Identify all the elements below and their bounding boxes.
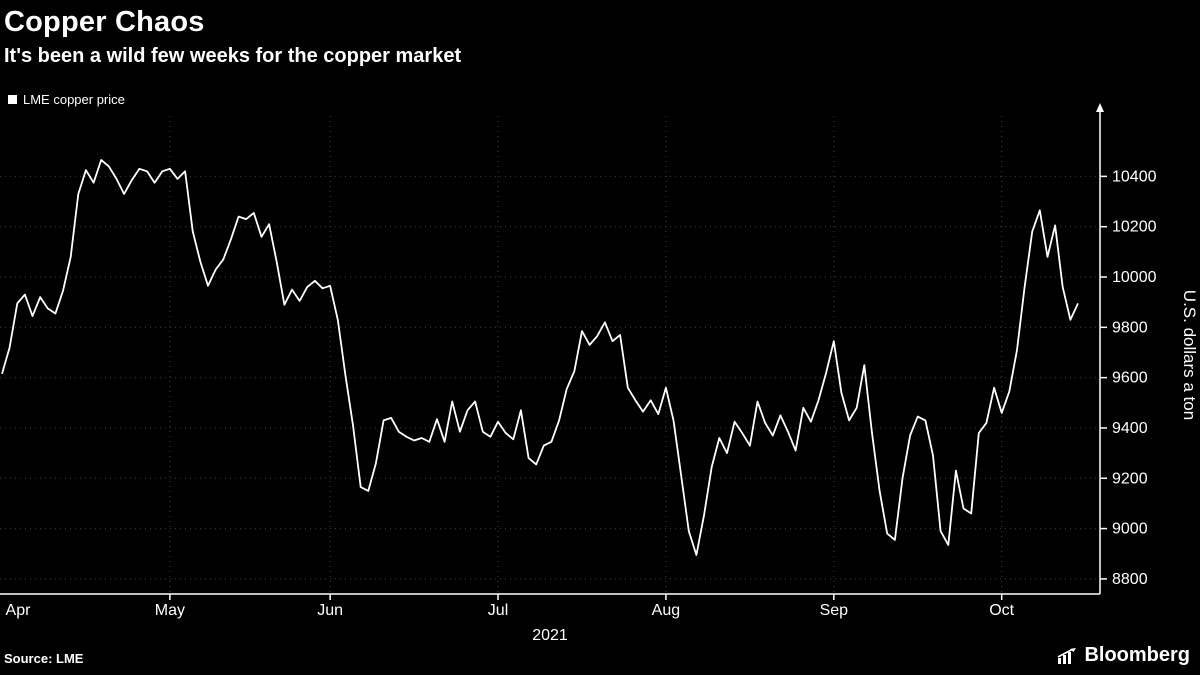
y-tick-label: 9200 <box>1112 470 1148 487</box>
y-tick-label: 10200 <box>1112 219 1157 236</box>
bloomberg-logo: Bloomberg <box>1057 644 1190 667</box>
source-label: Source: LME <box>4 651 84 666</box>
x-axis-year-label: 2021 <box>532 627 568 644</box>
x-tick-label: Apr <box>6 602 32 619</box>
chart-subtitle: It's been a wild few weeks for the coppe… <box>4 45 462 67</box>
y-tick-label: 9400 <box>1112 420 1148 437</box>
x-tick-label: Sep <box>820 602 849 619</box>
x-tick-label: Oct <box>989 602 1014 619</box>
x-tick-label: Aug <box>652 602 680 619</box>
gridlines <box>0 116 1100 594</box>
y-tick-label: 10400 <box>1112 168 1157 185</box>
legend: LME copper price <box>8 92 125 107</box>
bloomberg-wordmark: Bloomberg <box>1084 644 1190 666</box>
chart-title: Copper Chaos <box>4 6 205 38</box>
price-line <box>1 159 1079 556</box>
y-tick-label: 9800 <box>1112 319 1148 336</box>
y-axis-arrow-icon <box>1096 103 1104 112</box>
y-axis-tick-labels: 8800 9000 9200 9400 9600 9800 10000 10200 10400 <box>1112 168 1157 588</box>
legend-square-marker-icon <box>8 95 17 104</box>
y-axis-title: U.S. dollars a ton <box>1180 290 1199 420</box>
line-chart: 880090009200940096009800100001020010400 … <box>0 103 1199 644</box>
y-tick-label: 10000 <box>1112 269 1157 286</box>
y-tick-label: 9000 <box>1112 521 1148 538</box>
x-tick-label: May <box>155 602 185 619</box>
legend-label: LME copper price <box>23 92 125 107</box>
x-tick-label: Jun <box>317 602 343 619</box>
axes <box>0 103 1107 600</box>
x-tick-label: Jul <box>488 602 508 619</box>
y-tick-label: 9600 <box>1112 370 1148 387</box>
y-tick-label: 8800 <box>1112 571 1148 588</box>
x-axis-month-labels: Apr May Jun Jul Aug Sep Oct <box>6 602 1015 619</box>
bloomberg-chart-icon <box>1058 647 1077 664</box>
